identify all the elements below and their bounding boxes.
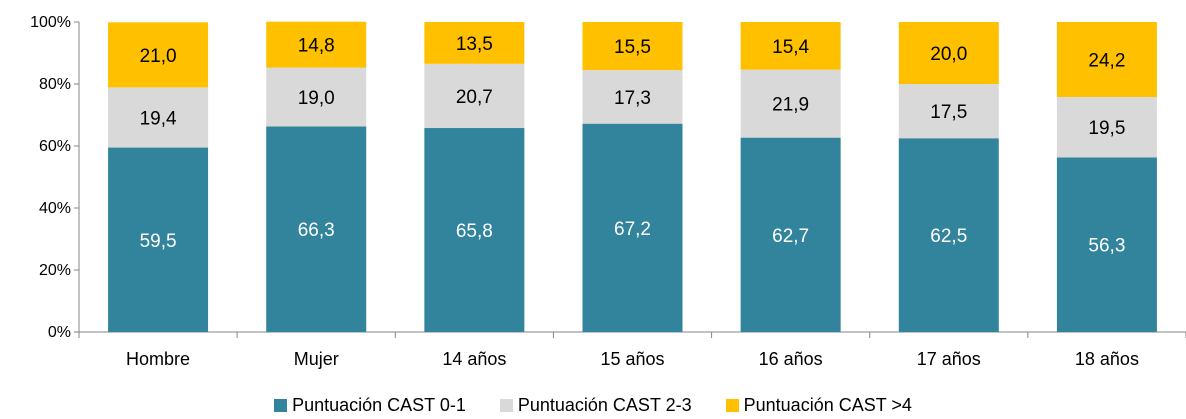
bar-segment-s2-2	[424, 22, 525, 64]
legend-item-cast-0-1: Puntuación CAST 0-1	[274, 395, 466, 416]
data-label-s2-0: 21,0	[140, 46, 177, 67]
legend-swatch-cast-4	[725, 399, 739, 412]
data-label-s2-6: 24,2	[1088, 51, 1125, 72]
x-category-label: 17 años	[917, 349, 981, 369]
data-label-s0-2: 65,8	[456, 221, 493, 242]
bar-segment-s1-2	[424, 63, 525, 129]
chart-plot-area: 0% 20% 40% 60% 80% 100% 59,5 19,4 21,0 Hombre 66,3…	[30, 14, 1186, 369]
bar-segment-s1-6	[1056, 97, 1157, 158]
x-category-label: 14 años	[442, 349, 506, 369]
data-label-s1-4: 21,9	[772, 95, 809, 116]
bar-segment-s1-0	[108, 87, 209, 148]
y-tick-label: 40%	[39, 200, 71, 217]
data-label-s1-2: 20,7	[456, 87, 493, 108]
bar-segment-s1-5	[898, 84, 999, 139]
x-category-label: Hombre	[126, 349, 190, 369]
bar-segment-s2-3	[582, 22, 683, 71]
legend-swatch-cast-0-1	[274, 399, 288, 412]
bar-segment-s0-1	[266, 126, 367, 332]
bar-segment-s0-5	[898, 138, 999, 332]
data-label-s2-5: 20,0	[930, 44, 967, 65]
bar-segment-s2-6	[1056, 22, 1157, 98]
data-label-s0-3: 67,2	[614, 219, 651, 240]
bar-segment-s0-2	[424, 128, 525, 332]
data-label-s1-5: 17,5	[930, 102, 967, 123]
bar-segment-s1-3	[582, 70, 683, 124]
legend-swatch-cast-2-3	[499, 399, 513, 412]
data-label-s0-0: 59,5	[140, 231, 177, 252]
data-label-s2-1: 14,8	[298, 36, 335, 57]
x-category-label: 16 años	[759, 349, 823, 369]
legend-label-cast-4: Puntuación CAST >4	[743, 395, 912, 415]
data-label-s0-1: 66,3	[298, 220, 335, 241]
x-category-label: Mujer	[294, 349, 339, 369]
bar-segment-s0-6	[1056, 157, 1157, 332]
data-label-s0-5: 62,5	[930, 226, 967, 247]
data-label-s1-1: 19,0	[298, 88, 335, 109]
y-tick-label: 0%	[48, 324, 71, 341]
data-label-s2-3: 15,5	[614, 37, 651, 58]
legend-item-cast-4: Puntuación CAST >4	[725, 395, 912, 416]
data-label-s0-4: 62,7	[772, 226, 809, 247]
y-tick-label: 20%	[39, 262, 71, 279]
chart-legend: Puntuación CAST 0-1 Puntuación CAST 2-3 …	[0, 395, 1186, 416]
y-tick-label: 100%	[30, 14, 71, 31]
bar-segment-s1-4	[740, 69, 841, 138]
data-label-s2-4: 15,4	[772, 37, 809, 58]
data-label-s1-0: 19,4	[140, 108, 177, 129]
bar-segment-s2-4	[740, 22, 841, 70]
bar-segment-s0-3	[582, 123, 683, 333]
legend-label-cast-2-3: Puntuación CAST 2-3	[517, 395, 692, 415]
x-category-label: 15 años	[600, 349, 664, 369]
y-tick-label: 60%	[39, 138, 71, 155]
data-label-s1-6: 19,5	[1088, 118, 1125, 139]
legend-item-cast-2-3: Puntuación CAST 2-3	[499, 395, 692, 416]
bar-segment-s1-1	[266, 67, 367, 127]
data-label-s1-3: 17,3	[614, 88, 651, 109]
bar-segment-s0-4	[740, 137, 841, 332]
bar-segment-s2-1	[266, 21, 367, 68]
legend-label-cast-0-1: Puntuación CAST 0-1	[292, 395, 466, 415]
bar-segment-s0-0	[108, 147, 209, 332]
data-label-s0-6: 56,3	[1088, 236, 1125, 257]
bar-segment-s2-0	[108, 22, 209, 88]
y-tick-label: 80%	[39, 76, 71, 93]
x-category-label: 18 años	[1075, 349, 1139, 369]
data-label-s2-2: 13,5	[456, 34, 493, 55]
bar-segment-s2-5	[898, 22, 999, 84]
